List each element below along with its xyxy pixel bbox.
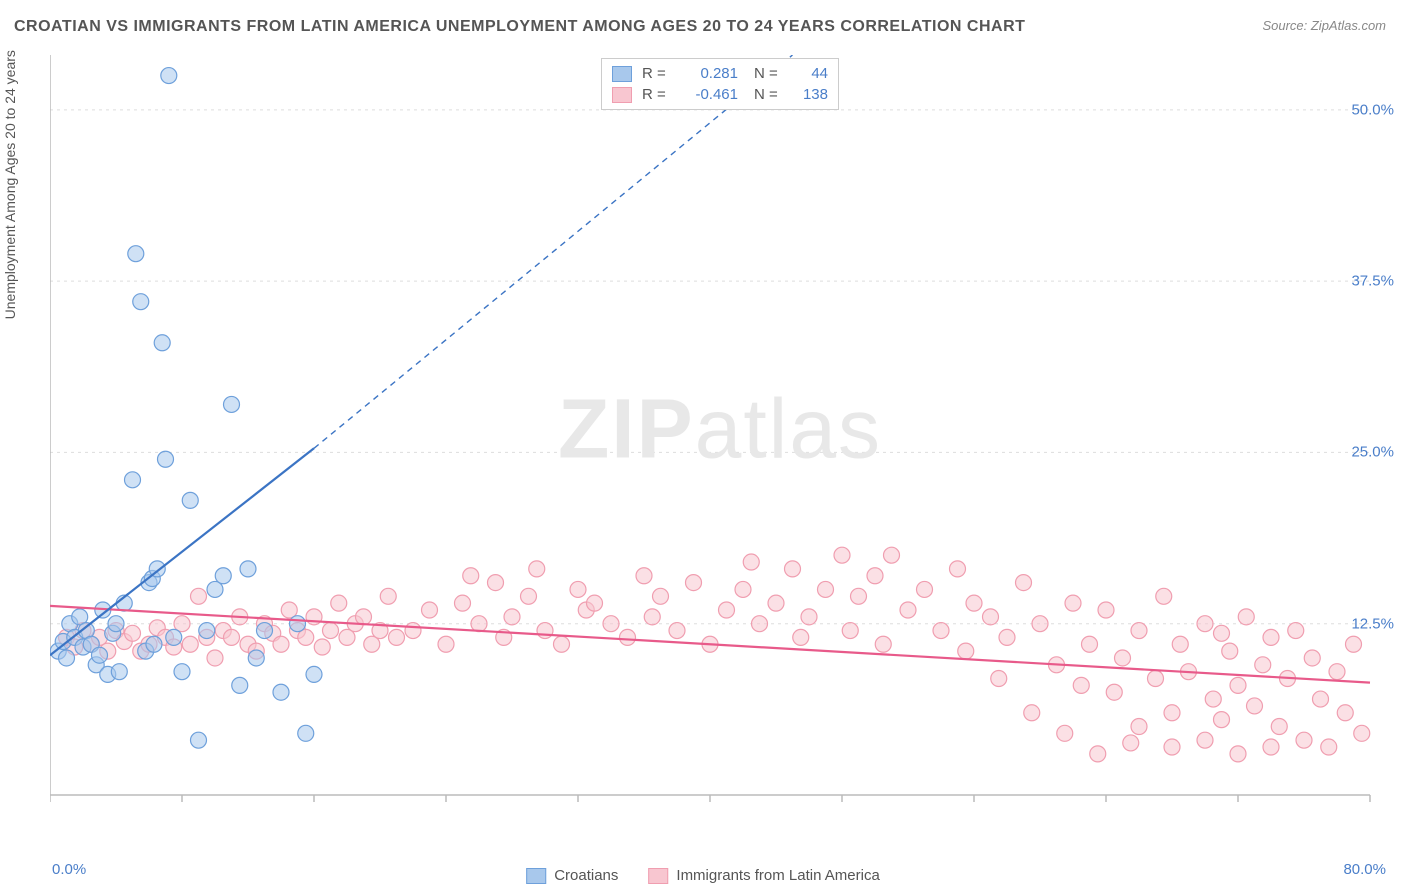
y-tick-label: 50.0% (1351, 101, 1394, 118)
chart-svg (50, 55, 1390, 835)
x-axis-max-label: 80.0% (1343, 861, 1386, 878)
r-label-2: R = (642, 86, 670, 103)
n-value-1: 44 (792, 65, 828, 82)
y-tick-label: 12.5% (1351, 615, 1394, 632)
r-label-1: R = (642, 65, 670, 82)
n-label-1: N = (754, 65, 782, 82)
legend-swatch-blue (612, 66, 632, 82)
correlation-legend-box: R = 0.281 N = 44 R = -0.461 N = 138 (601, 58, 839, 110)
legend-row-series2: R = -0.461 N = 138 (612, 84, 828, 105)
n-label-2: N = (754, 86, 782, 103)
legend-item-croatians: Croatians (526, 867, 618, 884)
legend-item-latin-america: Immigrants from Latin America (648, 867, 879, 884)
y-axis-label: Unemployment Among Ages 20 to 24 years (2, 50, 18, 319)
legend-swatch-pink-2 (648, 868, 668, 884)
legend-swatch-blue-2 (526, 868, 546, 884)
y-tick-label: 37.5% (1351, 273, 1394, 290)
r-value-1: 0.281 (680, 65, 738, 82)
n-value-2: 138 (792, 86, 828, 103)
legend-label-croatians: Croatians (554, 867, 618, 884)
legend-row-series1: R = 0.281 N = 44 (612, 63, 828, 84)
r-value-2: -0.461 (680, 86, 738, 103)
chart-title: CROATIAN VS IMMIGRANTS FROM LATIN AMERIC… (14, 18, 1025, 36)
scatter-plot-area: ZIPatlas R = 0.281 N = 44 R = -0.461 N =… (50, 55, 1390, 835)
y-tick-label: 25.0% (1351, 444, 1394, 461)
x-axis-origin-label: 0.0% (52, 861, 86, 878)
legend-swatch-pink (612, 87, 632, 103)
source-attribution: Source: ZipAtlas.com (1262, 18, 1386, 33)
series-legend-bottom: Croatians Immigrants from Latin America (526, 867, 880, 884)
legend-label-latin-america: Immigrants from Latin America (676, 867, 879, 884)
